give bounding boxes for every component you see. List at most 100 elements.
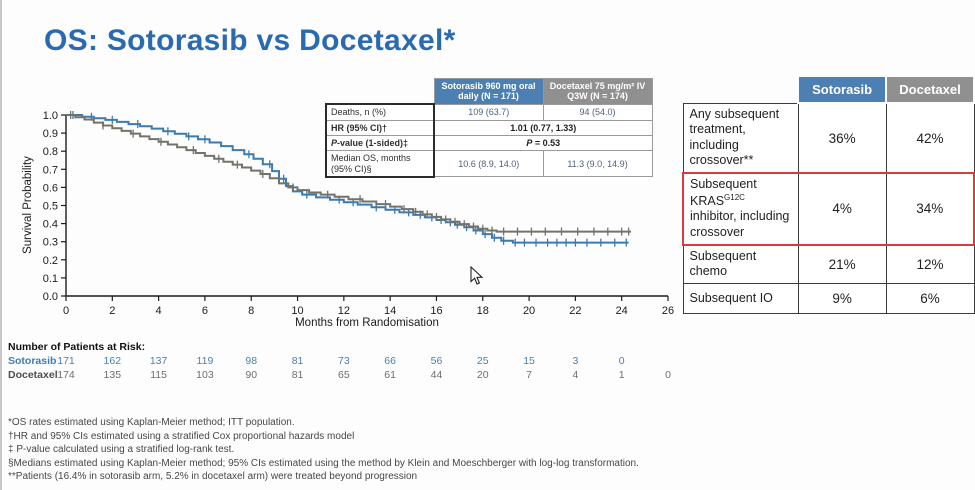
risk-value: 119 xyxy=(196,355,214,367)
risk-value: 103 xyxy=(196,369,214,381)
risk-value: 3 xyxy=(572,355,579,367)
y-tick-label: 1.0 xyxy=(43,110,58,122)
table-row-highlighted: Subsequent KRASG12C inhibitor, including… xyxy=(681,172,975,246)
x-tick-label: 8 xyxy=(248,305,254,317)
sub-header-sotorasib: Sotorasib xyxy=(797,75,887,104)
x-tick-label: 24 xyxy=(616,305,628,317)
stats-median-sotorasib: 10.6 (8.9, 14.0) xyxy=(433,150,544,178)
y-tick-label: 0.5 xyxy=(43,201,58,213)
risk-row-docetaxel: Docetaxel 174 135 115 103 90 81 65 61 44 20 7 4 1 0 xyxy=(0,369,700,382)
stats-median-docetaxel: 11.3 (9.0, 14.9) xyxy=(542,150,653,178)
os-stats-table: Sotorasib 960 mg oral daily (N = 171) Do… xyxy=(325,78,653,178)
sub-label-any-subsequent: Any subsequent treatment, including cros… xyxy=(682,102,799,174)
x-axis-title: Months from Randomisation xyxy=(295,317,439,329)
risk-value: 0 xyxy=(618,355,625,367)
mouse-cursor xyxy=(470,266,484,285)
sub-chemo-sotorasib: 21% xyxy=(797,244,887,284)
footnote-line: ‡ P-value calculated using a stratified … xyxy=(8,444,235,455)
sub-corner-cell xyxy=(683,76,798,103)
stats-deaths-sotorasib: 109 (63.7) xyxy=(433,103,544,121)
y-tick-label: 0.1 xyxy=(43,273,58,285)
footnote-line: †HR and 95% CIs estimated using a strati… xyxy=(8,430,355,442)
footnote-line: *OS rates estimated using Kaplan-Meier m… xyxy=(8,417,295,428)
stats-header-docetaxel: Docetaxel 75 mg/m² IV Q3W (N = 174) xyxy=(542,78,653,105)
risk-value: 61 xyxy=(384,369,396,381)
page-title: OS: Sotorasib vs Docetaxel* xyxy=(44,24,456,58)
risk-value: 66 xyxy=(384,355,396,367)
sub-header-docetaxel: Docetaxel xyxy=(885,75,975,104)
risk-label-docetaxel: Docetaxel xyxy=(8,369,58,381)
risk-value: 171 xyxy=(57,355,75,367)
sub-io-docetaxel: 6% xyxy=(885,282,975,314)
x-tick-label: 4 xyxy=(156,305,162,317)
sub-any-sotorasib: 36% xyxy=(797,102,887,174)
stats-pvalue-value: P = 0.53 xyxy=(433,134,653,152)
risk-value: 7 xyxy=(526,369,532,381)
slide-edge-strip xyxy=(0,0,2,490)
sub-any-docetaxel: 42% xyxy=(885,102,975,174)
risk-value: 115 xyxy=(150,369,167,381)
risk-label-sotorasib: Sotorasib xyxy=(8,355,57,367)
y-tick-label: 0.9 xyxy=(43,128,58,140)
y-axis-title: Survival Probability xyxy=(22,156,34,254)
risk-value: 1 xyxy=(618,369,625,381)
risk-value: 162 xyxy=(103,355,122,367)
sub-chemo-docetaxel: 12% xyxy=(885,244,975,284)
x-tick-label: 12 xyxy=(338,305,350,317)
y-tick-label: 0.4 xyxy=(43,219,58,231)
risk-value: 98 xyxy=(245,355,258,367)
sub-label-kras-inhibitor: Subsequent KRASG12C inhibitor, including… xyxy=(681,172,799,246)
risk-value: 25 xyxy=(476,355,489,367)
risk-value: 90 xyxy=(245,369,258,381)
footnote-line: §Medians estimated using Kaplan-Meier me… xyxy=(8,457,639,469)
y-tick-label: 0.6 xyxy=(43,182,58,194)
y-tick-label: 0.2 xyxy=(43,255,58,267)
risk-value: 135 xyxy=(103,369,122,381)
risk-value: 81 xyxy=(291,355,304,367)
risk-value: 44 xyxy=(430,369,443,381)
table-row: Any subsequent treatment, including cros… xyxy=(682,102,975,174)
stats-header-sotorasib: Sotorasib 960 mg oral daily (N = 171) xyxy=(433,78,544,105)
risk-value: 73 xyxy=(338,355,350,367)
risk-value: 15 xyxy=(523,355,535,367)
sub-kras-docetaxel: 34% xyxy=(885,172,975,246)
risk-value: 56 xyxy=(430,355,443,367)
x-tick-label: 20 xyxy=(523,305,535,317)
y-tick-label: 0.8 xyxy=(43,146,58,158)
risk-value: 81 xyxy=(291,369,304,381)
x-tick-label: 22 xyxy=(569,305,581,317)
stats-hr-value: 1.01 (0.77, 1.33) xyxy=(433,119,653,136)
stats-label-deaths: Deaths, n (%) xyxy=(325,103,435,121)
subsequent-therapy-table: Sotorasib Docetaxel Any subsequent treat… xyxy=(681,75,975,314)
x-tick-label: 14 xyxy=(384,305,396,317)
x-tick-label: 6 xyxy=(202,305,208,317)
stats-label-median-os: Median OS, months (95% CI)§ xyxy=(325,150,435,178)
x-tick-label: 10 xyxy=(291,305,303,317)
table-row: Subsequent IO 9% 6% xyxy=(682,282,975,314)
x-tick-label: 0 xyxy=(63,305,69,317)
risk-value: 4 xyxy=(572,369,579,381)
table-row: Subsequent chemo 21% 12% xyxy=(682,244,975,284)
stats-label-hr: HR (95% CI)† xyxy=(325,119,435,136)
km-survival-plot: 0.00.10.20.30.40.50.60.70.80.91.00 2 4 6 8 10… xyxy=(43,110,674,317)
y-tick-label: 0.7 xyxy=(43,164,58,176)
y-tick-label: 0.0 xyxy=(43,291,58,303)
stats-deaths-docetaxel: 94 (54.0) xyxy=(542,103,653,121)
footnote-line: **Patients (16.4% in sotorasib arm, 5.2%… xyxy=(8,471,418,482)
stats-corner-cell xyxy=(326,79,434,105)
x-tick-label: 26 xyxy=(662,305,674,317)
patients-at-risk-title: Number of Patients at Risk: xyxy=(8,341,146,353)
x-tick-label: 2 xyxy=(109,305,115,317)
risk-value: 65 xyxy=(338,369,350,381)
x-tick-label: 16 xyxy=(430,305,442,317)
x-tick-label: 18 xyxy=(477,305,489,317)
sub-kras-sotorasib: 4% xyxy=(797,172,887,246)
y-tick-label: 0.3 xyxy=(43,237,58,249)
sub-label-io: Subsequent IO xyxy=(682,282,799,314)
risk-row-sotorasib: Sotorasib 171 162 137 119 98 81 73 66 56 25 15 3 0 xyxy=(0,355,700,368)
sub-label-chemo: Subsequent chemo xyxy=(682,244,799,284)
sub-io-sotorasib: 9% xyxy=(797,282,887,314)
risk-value: 137 xyxy=(149,355,168,367)
risk-value: 20 xyxy=(476,369,489,381)
risk-value: 174 xyxy=(57,369,75,381)
